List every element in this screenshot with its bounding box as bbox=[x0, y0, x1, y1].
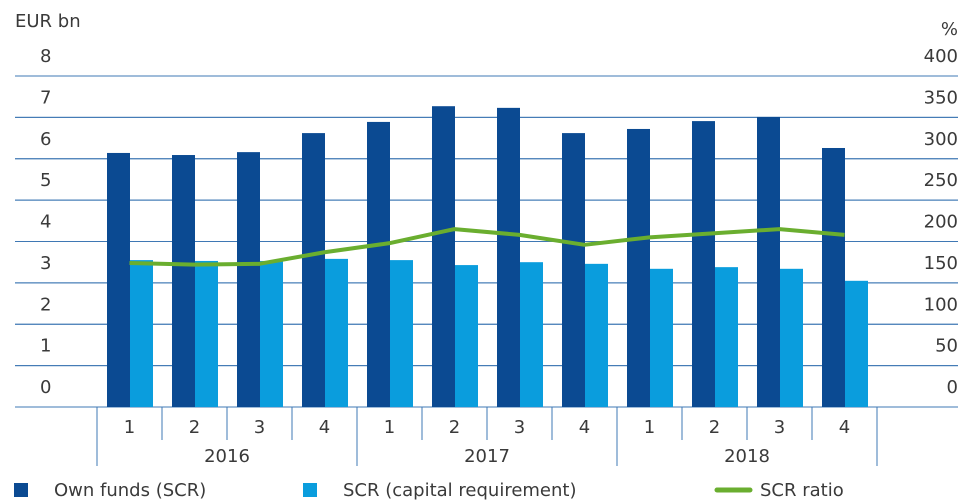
bar bbox=[822, 147, 845, 407]
line bbox=[129, 227, 845, 267]
bar bbox=[520, 262, 543, 407]
y-tick-label: 2 bbox=[40, 294, 51, 315]
legend-swatch bbox=[14, 483, 28, 497]
x-tick-label: 4 bbox=[319, 417, 330, 438]
bar bbox=[757, 116, 780, 408]
y-tick-label: 7 bbox=[40, 87, 51, 108]
bar bbox=[497, 107, 520, 407]
x-tick-label: 4 bbox=[839, 417, 850, 438]
y2-tick-label: 50 bbox=[935, 336, 958, 357]
y-tick-label: 6 bbox=[40, 129, 51, 150]
bar bbox=[260, 260, 283, 407]
y2-tick-label: 300 bbox=[924, 129, 958, 150]
bar bbox=[130, 260, 153, 407]
group-label: 2016 bbox=[204, 446, 250, 467]
y-tick-label: 3 bbox=[40, 253, 51, 274]
bar bbox=[302, 133, 325, 407]
y2-tick-label: 200 bbox=[924, 212, 958, 233]
x-tick-label: 1 bbox=[384, 417, 395, 438]
y-axis-label: EUR bn bbox=[15, 11, 81, 32]
bar bbox=[390, 260, 413, 407]
bar bbox=[432, 106, 455, 408]
bar bbox=[455, 265, 478, 407]
y2-axis-label: % bbox=[941, 19, 958, 40]
group-label: 2017 bbox=[464, 446, 510, 467]
x-tick-label: 1 bbox=[124, 417, 135, 438]
bar bbox=[650, 268, 673, 407]
x-tick-label: 4 bbox=[579, 417, 590, 438]
y2-tick-label: 0 bbox=[947, 377, 958, 398]
x-tick-label: 1 bbox=[644, 417, 655, 438]
y2-tick-label: 100 bbox=[924, 294, 958, 315]
bar bbox=[195, 260, 218, 407]
bar bbox=[562, 133, 585, 407]
legend-label: Own funds (SCR) bbox=[54, 480, 206, 501]
bar bbox=[627, 128, 650, 407]
x-tick-label: 2 bbox=[709, 417, 720, 438]
x-tick-label: 2 bbox=[449, 417, 460, 438]
group-label: 2018 bbox=[724, 446, 770, 467]
bar bbox=[107, 152, 130, 407]
y-tick-label: 5 bbox=[40, 170, 51, 191]
y-tick-label: 1 bbox=[40, 336, 51, 357]
bar bbox=[325, 258, 348, 407]
bar bbox=[585, 263, 608, 407]
legend-label: SCR ratio bbox=[760, 480, 844, 501]
y-tick-label: 0 bbox=[40, 377, 51, 398]
legend-swatch bbox=[303, 483, 317, 497]
bar bbox=[780, 268, 803, 407]
y-tick-label: 8 bbox=[40, 46, 51, 67]
y2-tick-label: 150 bbox=[924, 253, 958, 274]
y2-tick-label: 350 bbox=[924, 87, 958, 108]
y-tick-label: 4 bbox=[40, 212, 51, 233]
bar bbox=[715, 267, 738, 407]
bar bbox=[367, 121, 390, 408]
bar bbox=[692, 121, 715, 407]
x-tick-label: 3 bbox=[514, 417, 525, 438]
y2-tick-label: 250 bbox=[924, 170, 958, 191]
x-tick-label: 3 bbox=[774, 417, 785, 438]
bar bbox=[237, 152, 260, 407]
bar bbox=[845, 280, 868, 407]
x-tick-label: 3 bbox=[254, 417, 265, 438]
bar bbox=[172, 155, 195, 407]
y2-tick-label: 400 bbox=[924, 46, 958, 67]
x-tick-label: 2 bbox=[189, 417, 200, 438]
legend-label: SCR (capital requirement) bbox=[343, 480, 577, 501]
